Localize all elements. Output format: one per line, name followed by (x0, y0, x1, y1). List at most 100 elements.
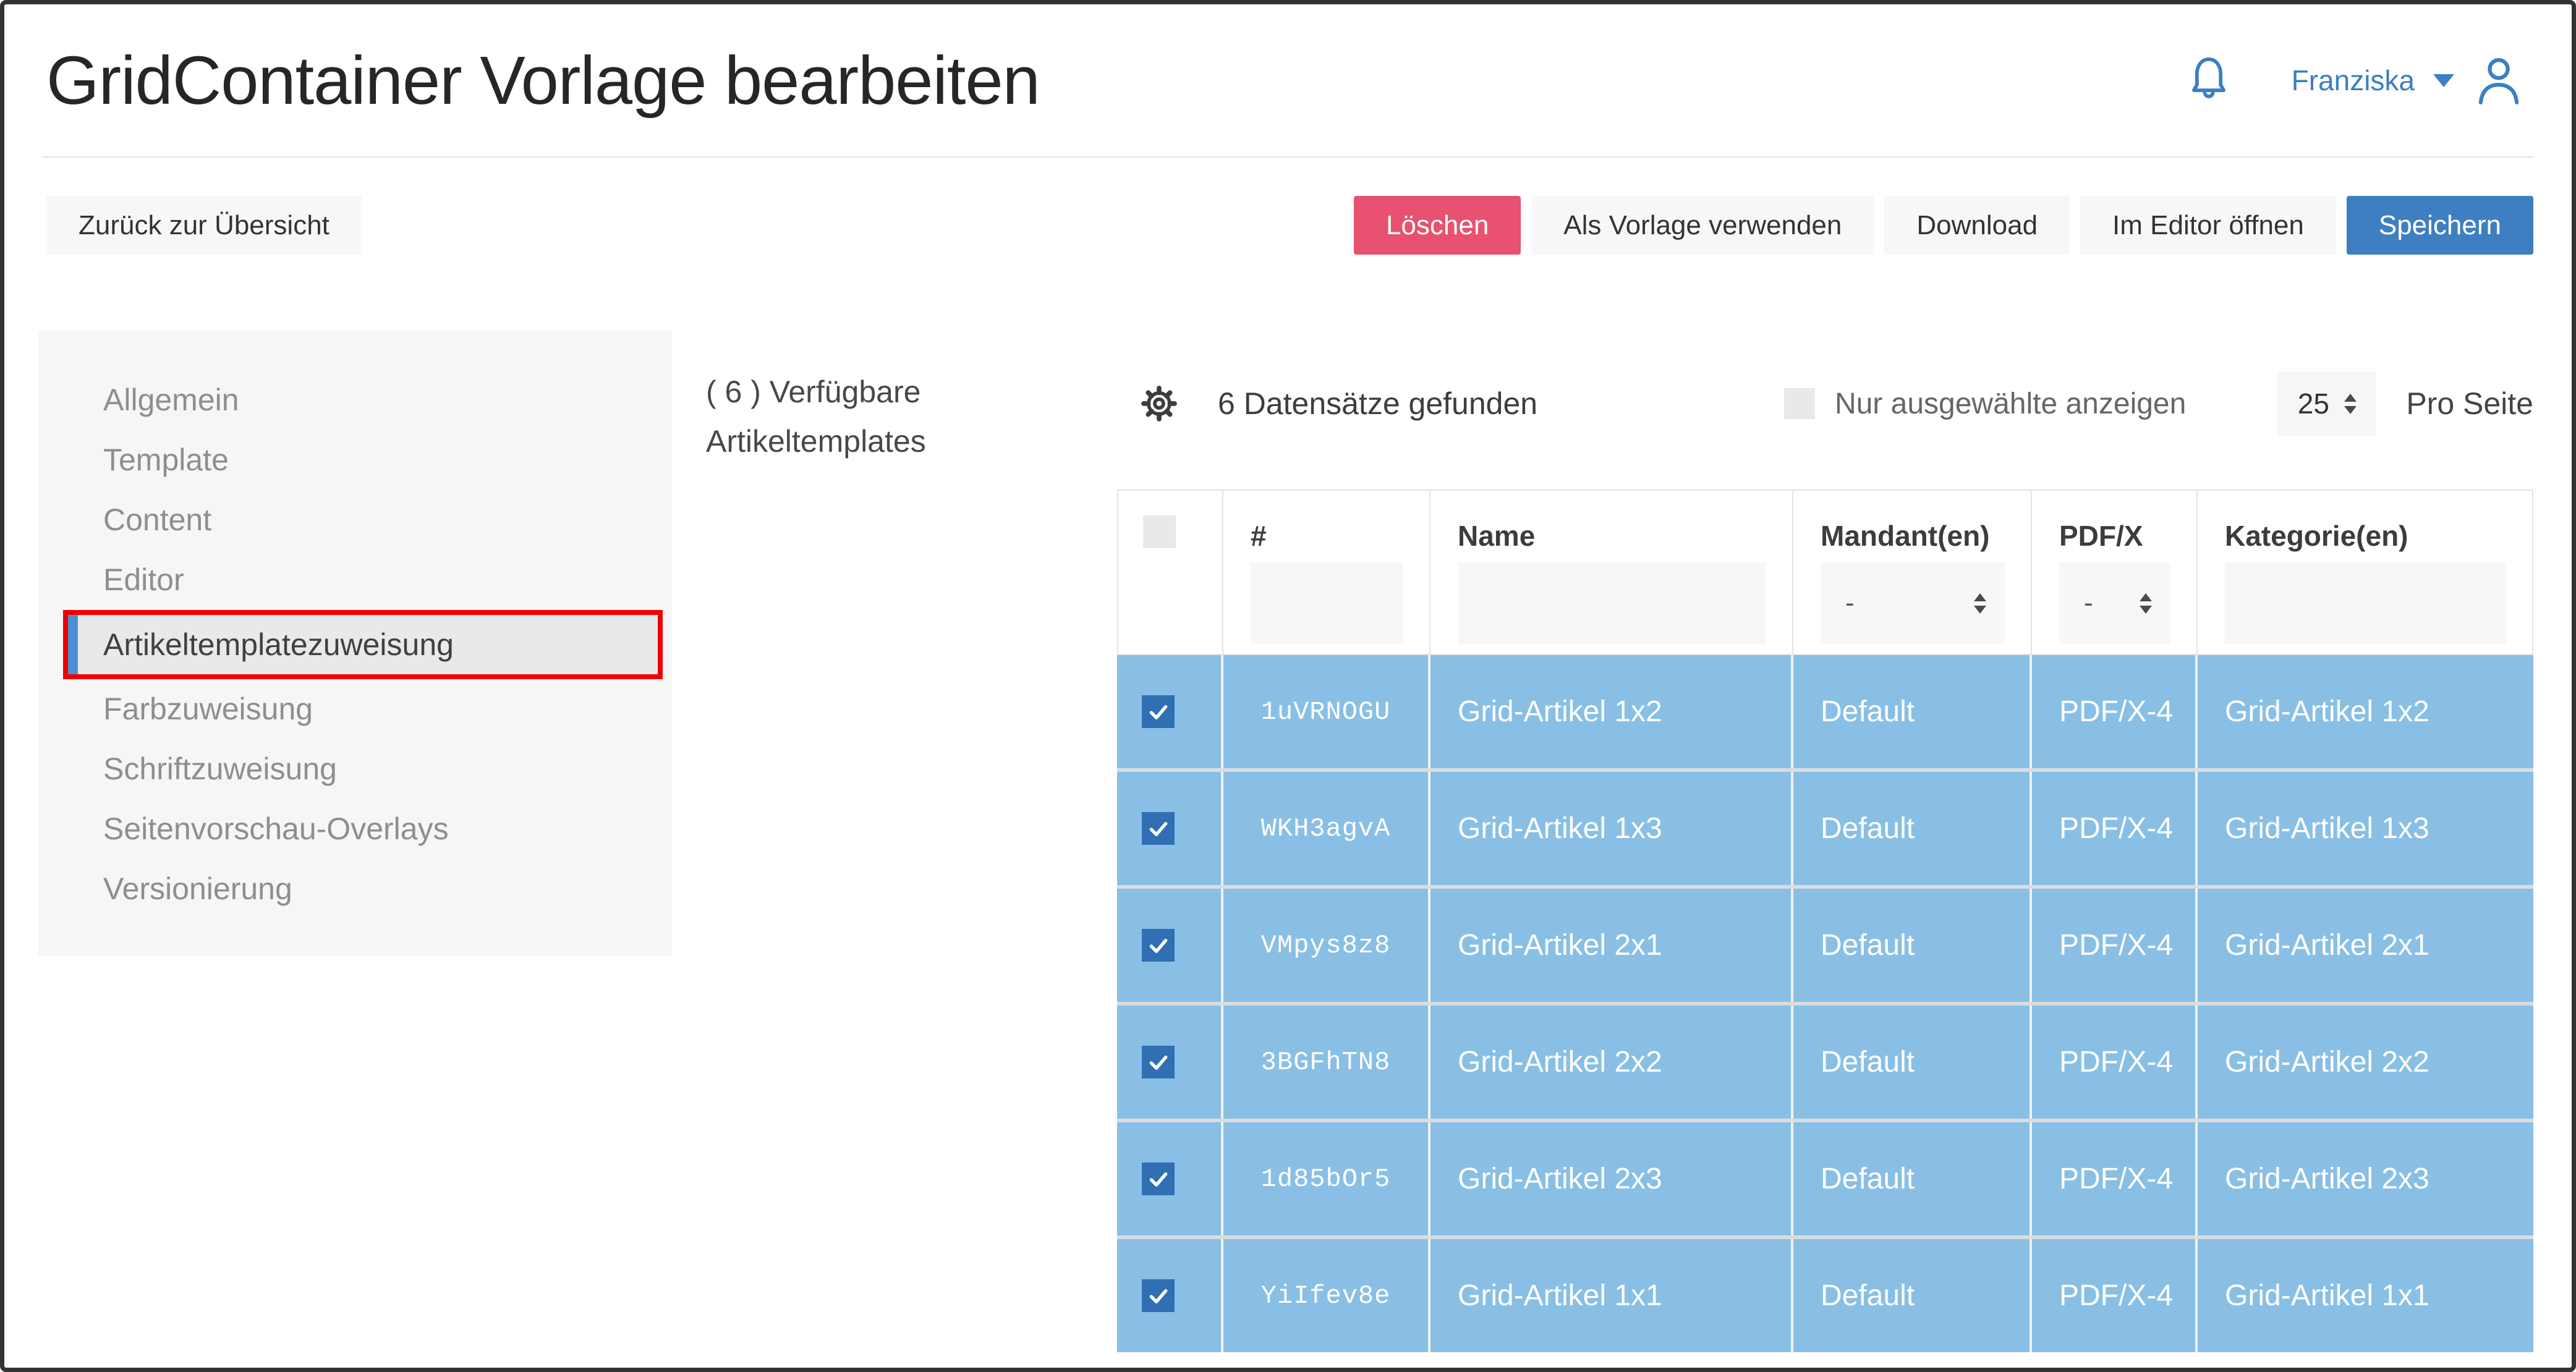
row-pdfx: PDF/X-4 (2030, 889, 2195, 1002)
column-label-pdfx: PDF/X (2059, 520, 2143, 552)
row-pdfx: PDF/X-4 (2030, 1006, 2195, 1119)
row-checkbox-checked[interactable] (1142, 929, 1175, 962)
row-kategorie: Grid-Artikel 2x1 (2195, 889, 2533, 1002)
sidebar-item-template[interactable]: Template (103, 443, 229, 477)
open-in-editor-button[interactable]: Im Editor öffnen (2080, 196, 2336, 255)
show-selected-label: Nur ausgewählte anzeigen (1834, 387, 2187, 420)
row-select-cell (1117, 1239, 1221, 1352)
show-selected-checkbox[interactable] (1783, 388, 1815, 419)
row-select-cell (1117, 1122, 1221, 1235)
app-header: GridContainer Vorlage bearbeiten Franzis… (4, 4, 2572, 156)
table-row[interactable]: 1uVRNOGU Grid-Artikel 1x2 Default PDF/X-… (1117, 655, 2533, 768)
table-row[interactable]: WKH3agvA Grid-Artikel 1x3 Default PDF/X-… (1117, 772, 2533, 885)
row-name: Grid-Artikel 2x3 (1428, 1122, 1791, 1235)
sidebar-item-schriftzuweisung[interactable]: Schriftzuweisung (103, 752, 337, 786)
row-name: Grid-Artikel 1x3 (1428, 772, 1791, 885)
name-filter-input[interactable] (1458, 562, 1766, 644)
delete-button[interactable]: Löschen (1353, 196, 1521, 255)
column-label-mandant: Mandant(en) (1821, 520, 1990, 552)
back-button[interactable]: Zurück zur Übersicht (46, 196, 362, 255)
row-checkbox-checked[interactable] (1142, 812, 1175, 845)
table-row[interactable]: 3BGFhTN8 Grid-Artikel 2x2 Default PDF/X-… (1117, 1006, 2533, 1119)
column-label-kategorie: Kategorie(en) (2225, 520, 2408, 552)
row-mandant: Default (1791, 1239, 2030, 1352)
mandant-filter-value: - (1845, 588, 1855, 618)
sidebar-item-seitenvorschau-overlays[interactable]: Seitenvorschau-Overlays (103, 811, 449, 846)
save-button[interactable]: Speichern (2346, 196, 2533, 255)
chevron-down-icon[interactable] (2433, 74, 2454, 87)
select-all-checkbox[interactable] (1143, 515, 1176, 548)
spinner-arrows-icon (2344, 393, 2357, 414)
templates-table: # Name Mandant(en) - (1117, 489, 2533, 1352)
row-name: Grid-Artikel 2x1 (1428, 889, 1791, 1002)
gear-icon[interactable] (1134, 379, 1184, 428)
header-cell-kategorie: Kategorie(en) (2196, 491, 2532, 654)
table-row[interactable]: VMpys8z8 Grid-Artikel 2x1 Default PDF/X-… (1117, 889, 2533, 1002)
download-button[interactable]: Download (1884, 196, 2070, 255)
use-as-template-button[interactable]: Als Vorlage verwenden (1531, 196, 1874, 255)
id-filter-input[interactable] (1251, 562, 1403, 644)
table-row[interactable]: 1d85bOr5 Grid-Artikel 2x3 Default PDF/X-… (1117, 1122, 2533, 1235)
checkmark-icon (1149, 821, 1167, 836)
row-pdfx: PDF/X-4 (2030, 1122, 2195, 1235)
table-topbar-right: Nur ausgewählte anzeigen 25 Pro Seite (1783, 371, 2533, 436)
row-mandant: Default (1791, 1122, 2030, 1235)
page-title: GridContainer Vorlage bearbeiten (46, 42, 1040, 119)
sidebar-item-artikeltemplatezuweisung[interactable]: Artikeltemplatezuweisung (63, 610, 663, 679)
sidebar-item-content[interactable]: Content (103, 502, 212, 537)
table-body: 1uVRNOGU Grid-Artikel 1x2 Default PDF/X-… (1117, 655, 2533, 1352)
records-found-label: 6 Datensätze gefunden (1218, 386, 1538, 421)
spinner-arrows-icon (2140, 593, 2152, 614)
row-pdfx: PDF/X-4 (2030, 655, 2195, 768)
header-cell-id: # (1222, 491, 1429, 654)
row-checkbox-checked[interactable] (1142, 1046, 1175, 1078)
row-pdfx: PDF/X-4 (2030, 1239, 2195, 1352)
main-content: Allgemein Template Content Editor Artikeltem… (4, 330, 2572, 1352)
header-divider (43, 156, 2533, 158)
bell-icon[interactable] (2180, 49, 2237, 111)
spinner-arrows-icon (1974, 593, 1986, 614)
checkmark-icon (1149, 1055, 1167, 1070)
available-templates-label: ( 6 ) Verfügbare Artikeltemplates (706, 375, 926, 459)
kategorie-filter-input[interactable] (2225, 562, 2506, 644)
per-page-select[interactable]: 25 (2277, 371, 2377, 436)
per-page-value: 25 (2297, 387, 2329, 420)
sidebar-item-versionierung[interactable]: Versionierung (103, 871, 292, 906)
row-id: YiIfev8e (1221, 1239, 1428, 1352)
table-header: # Name Mandant(en) - (1117, 489, 2533, 655)
table-row[interactable]: YiIfev8e Grid-Artikel 1x1 Default PDF/X-… (1117, 1239, 2533, 1352)
sidebar-item-editor[interactable]: Editor (103, 562, 184, 597)
header-cell-select (1118, 491, 1222, 654)
templates-panel: 6 Datensätze gefunden Nur ausgewählte an… (1117, 330, 2533, 1352)
row-id: 1uVRNOGU (1221, 655, 1428, 768)
row-checkbox-checked[interactable] (1142, 695, 1175, 728)
row-kategorie: Grid-Artikel 1x2 (2195, 655, 2533, 768)
user-icon[interactable] (2468, 48, 2530, 112)
checkmark-icon (1149, 938, 1167, 953)
header-cell-pdfx: PDF/X - (2031, 491, 2196, 654)
row-kategorie: Grid-Artikel 2x3 (2195, 1122, 2533, 1235)
row-name: Grid-Artikel 1x1 (1428, 1239, 1791, 1352)
row-select-cell (1117, 889, 1221, 1002)
row-checkbox-checked[interactable] (1142, 1279, 1175, 1312)
toolbar-actions: Löschen Als Vorlage verwenden Download I… (1353, 196, 2533, 255)
toolbar: Zurück zur Übersicht Löschen Als Vorlage… (46, 196, 2533, 255)
row-kategorie: Grid-Artikel 2x2 (2195, 1006, 2533, 1119)
row-id: VMpys8z8 (1221, 889, 1428, 1002)
row-id: WKH3agvA (1221, 772, 1428, 885)
sidebar-item-allgemein[interactable]: Allgemein (103, 383, 239, 417)
row-id: 1d85bOr5 (1221, 1122, 1428, 1235)
row-kategorie: Grid-Artikel 1x1 (2195, 1239, 2533, 1352)
sidebar-item-farbzuweisung[interactable]: Farbzuweisung (103, 692, 313, 726)
column-label-id: # (1251, 520, 1267, 552)
row-checkbox-checked[interactable] (1142, 1162, 1175, 1195)
mandant-filter-select[interactable]: - (1821, 562, 2005, 644)
column-label-name: Name (1458, 520, 1536, 552)
header-cell-mandant: Mandant(en) - (1792, 491, 2031, 654)
row-kategorie: Grid-Artikel 1x3 (2195, 772, 2533, 885)
user-name[interactable]: Franziska (2291, 64, 2415, 96)
row-select-cell (1117, 655, 1221, 768)
table-topbar: 6 Datensätze gefunden Nur ausgewählte an… (1117, 370, 2533, 438)
pdfx-filter-select[interactable]: - (2059, 562, 2170, 644)
pdfx-filter-value: - (2084, 588, 2093, 618)
